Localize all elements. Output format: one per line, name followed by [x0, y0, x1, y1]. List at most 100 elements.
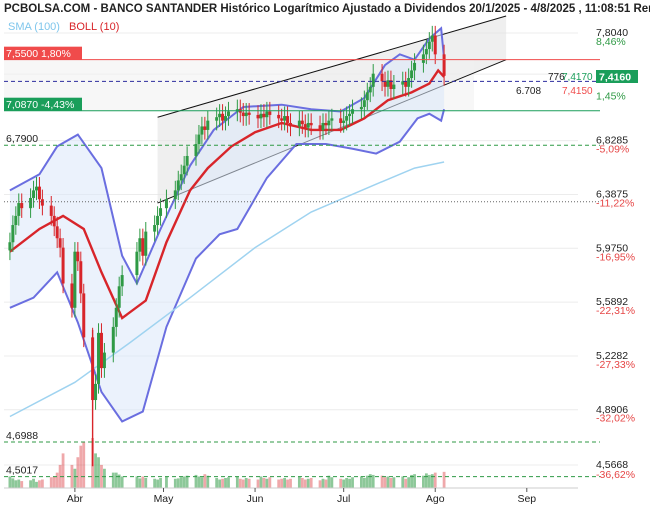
- candle: [194, 134, 198, 166]
- candle-body: [14, 215, 18, 226]
- candle-body: [368, 86, 372, 93]
- candle: [342, 111, 346, 133]
- legend-boll: BOLL (10): [69, 21, 120, 33]
- candle-body: [424, 49, 428, 55]
- volume-bar: [303, 479, 307, 488]
- candle: [52, 206, 56, 237]
- volume-bar: [215, 478, 219, 488]
- candle-body: [29, 197, 33, 209]
- candle-body: [283, 116, 287, 121]
- price-label-bid: 7,4170: [562, 72, 593, 83]
- candle: [197, 124, 201, 154]
- candle: [20, 193, 24, 218]
- candle-body: [156, 215, 160, 226]
- candle: [218, 104, 222, 127]
- x-tick-label: Jul: [337, 493, 350, 505]
- candle-body: [433, 35, 437, 55]
- candle-body: [318, 125, 322, 130]
- candle: [327, 111, 331, 136]
- candle: [380, 64, 384, 92]
- candle: [182, 156, 186, 184]
- candle: [433, 25, 437, 65]
- volume-bar: [55, 472, 59, 488]
- volume-bar: [32, 478, 35, 488]
- candle-body: [55, 226, 59, 239]
- candle-body: [262, 113, 266, 118]
- candle: [70, 273, 74, 318]
- volume-bar: [404, 478, 408, 488]
- candle: [117, 276, 121, 318]
- candle-body: [330, 118, 334, 121]
- candle: [442, 44, 446, 86]
- candle-body: [430, 35, 434, 42]
- candle: [318, 115, 322, 140]
- volume-bar: [100, 464, 103, 488]
- candle-body: [194, 144, 198, 156]
- y-tick-label: 5,5892: [596, 296, 628, 308]
- candle-body: [182, 165, 186, 175]
- pct-tick-label: 8,46%: [596, 36, 626, 48]
- candle-body: [8, 242, 12, 251]
- candle: [138, 228, 142, 262]
- y-tick-label: 6,8285: [596, 135, 628, 147]
- candle-body: [300, 120, 304, 125]
- candle: [164, 189, 168, 218]
- candle: [404, 71, 408, 97]
- legend: SMA (100) BOLL (10): [8, 21, 119, 33]
- candle: [241, 103, 245, 126]
- candle-body: [380, 73, 384, 82]
- candle-body: [404, 81, 408, 87]
- level-badge-0: [4, 46, 82, 60]
- candle-body: [17, 203, 21, 216]
- level-label-1: 7,0870 -4,43%: [6, 99, 74, 111]
- candle-body: [206, 120, 210, 130]
- volume-bar: [413, 474, 416, 488]
- volume-bar: [103, 468, 106, 488]
- candle-body: [215, 117, 219, 121]
- volume-bar: [286, 479, 289, 488]
- candle: [324, 113, 328, 136]
- x-tick-label: May: [154, 493, 175, 505]
- volume-bar: [309, 478, 313, 488]
- volume-bar: [339, 478, 343, 488]
- volume-bar: [156, 479, 159, 488]
- volume-bar: [318, 480, 322, 488]
- volume-bar: [247, 478, 251, 488]
- candle-body: [99, 332, 103, 369]
- candle: [300, 111, 304, 134]
- level-badge-1: [4, 97, 82, 111]
- volume-bar: [392, 477, 396, 488]
- candle-body: [164, 199, 168, 209]
- candle: [401, 71, 405, 95]
- candle-body: [289, 122, 293, 127]
- candle-body: [37, 186, 41, 200]
- candle-body: [327, 120, 331, 126]
- volume-bar: [386, 476, 390, 488]
- candle: [40, 189, 44, 216]
- candle: [79, 251, 83, 304]
- candle: [82, 283, 86, 348]
- candle-body: [97, 332, 101, 384]
- candle-body: [11, 225, 15, 243]
- candle: [206, 111, 210, 140]
- candle-body: [348, 113, 352, 117]
- candle-body: [383, 81, 387, 87]
- candle: [102, 342, 106, 378]
- volume-bar: [144, 478, 148, 488]
- candle-body: [185, 155, 189, 166]
- candle: [386, 70, 390, 97]
- candle-body: [386, 80, 390, 87]
- candle: [389, 70, 393, 99]
- candle: [34, 177, 38, 201]
- candle-body: [401, 81, 405, 85]
- candle: [32, 180, 36, 208]
- candle-body: [421, 54, 425, 63]
- volume-bar: [330, 477, 334, 488]
- volume-bar: [17, 479, 21, 488]
- volume-bar: [73, 468, 77, 488]
- candle-body: [286, 116, 290, 123]
- y-tick-label: 5,2282: [596, 350, 628, 362]
- level-label-0: 7,5500 1,80%: [6, 48, 71, 60]
